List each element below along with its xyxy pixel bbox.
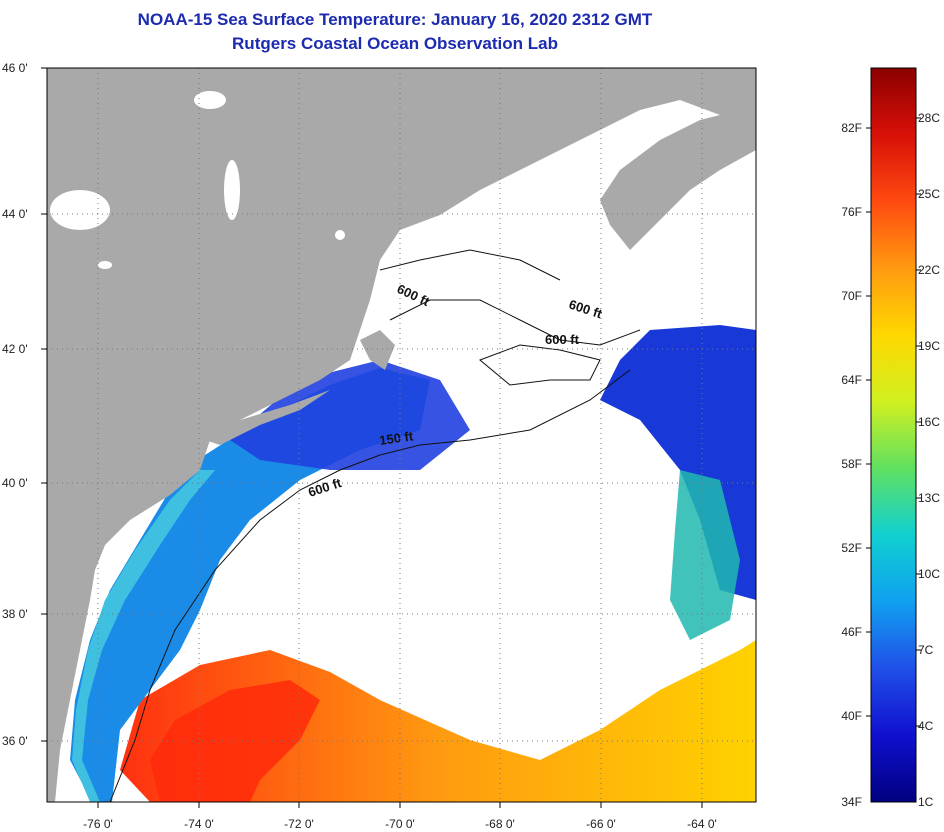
tick-marks [41, 67, 703, 808]
gulf-stream-core [150, 680, 320, 802]
colorbar-label-f: 76F [841, 205, 862, 219]
colorbar-label-c: 4C [918, 719, 934, 733]
map-subtitle: Rutgers Coastal Ocean Observation Lab [232, 34, 558, 53]
colorbar-label-f: 70F [841, 289, 862, 303]
lat-tick-label: 42 0' [2, 342, 28, 356]
lon-tick-label: -70 0' [385, 817, 415, 831]
colorbar-label-c: 1C [918, 795, 934, 809]
colorbar-label-f: 40F [841, 709, 862, 723]
map-frame [46, 67, 757, 803]
colorbar-label-c: 13C [918, 491, 940, 505]
depth-contour [109, 369, 631, 802]
lat-tick-label: 36 0' [2, 734, 28, 748]
map-title: NOAA-15 Sea Surface Temperature: January… [137, 10, 653, 29]
depth-contour [389, 299, 641, 346]
lon-tick-label: -72 0' [284, 817, 314, 831]
midshelf-blue-water [230, 360, 470, 470]
colorbar-label-c: 7C [918, 643, 934, 657]
colorbar-label-f: 46F [841, 625, 862, 639]
colorbar-label-f: 64F [841, 373, 862, 387]
colorbar-label-c: 19C [918, 339, 940, 353]
lake [335, 230, 345, 240]
gulf-stream-warm-water [120, 640, 756, 802]
colorbar-ticks [866, 117, 921, 727]
lon-tick-label: -68 0' [485, 817, 515, 831]
colorbar-label-f: 52F [841, 541, 862, 555]
colorbar-label-c: 25C [918, 187, 940, 201]
contour-label: 600 ft [545, 332, 580, 347]
offshore-teal-water [670, 470, 740, 640]
lat-tick-label: 38 0' [2, 607, 28, 621]
lat-tick-label: 40 0' [2, 476, 28, 490]
lon-tick-label: -74 0' [184, 817, 214, 831]
contour-label: 150 ft [378, 428, 414, 448]
lake [194, 91, 226, 109]
lake [224, 160, 240, 220]
lat-tick-label: 46 0' [2, 61, 28, 75]
colorbar-label-c: 28C [918, 111, 940, 125]
colorbar-label-c: 10C [918, 567, 940, 581]
colorbar-label-c: 22C [918, 263, 940, 277]
depth-contour [379, 249, 561, 281]
depth-contour [479, 344, 601, 386]
colorbar-label-f: 58F [841, 457, 862, 471]
lon-tick-label: -66 0' [586, 817, 616, 831]
lake [98, 261, 112, 269]
coastal-cold-band [72, 470, 215, 802]
lake [50, 190, 110, 230]
graticule [47, 68, 756, 802]
lon-tick-label: -64 0' [687, 817, 717, 831]
lat-tick-label: 44 0' [2, 207, 28, 221]
colorbar-label-f: 82F [841, 121, 862, 135]
land-mass [47, 68, 756, 802]
colorbar-gradient [870, 67, 917, 803]
cape-cod [360, 330, 395, 370]
colorbar-label-c: 16C [918, 415, 940, 429]
lon-tick-label: -76 0' [83, 817, 113, 831]
colorbar-label-f: 34F [841, 795, 862, 809]
